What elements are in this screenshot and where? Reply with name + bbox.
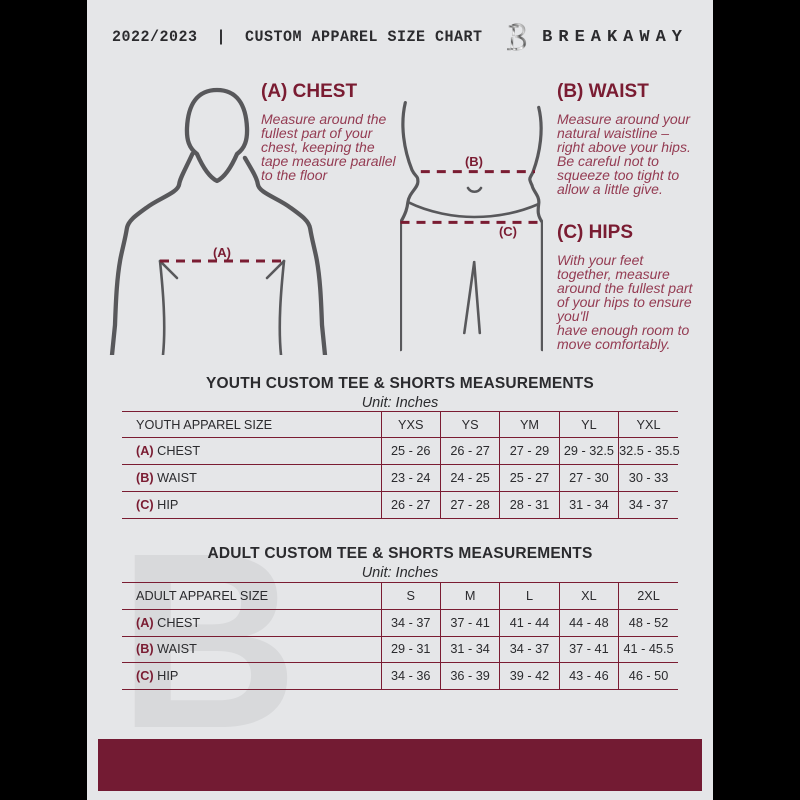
svg-text:(C): (C) <box>499 224 517 239</box>
svg-text:(A): (A) <box>213 245 231 260</box>
